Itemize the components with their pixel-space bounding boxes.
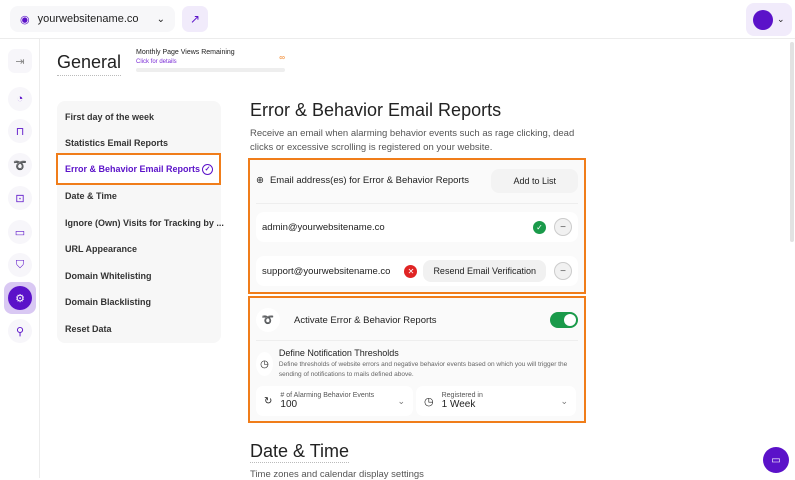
menu-item[interactable]: Domain Blacklisting: [65, 297, 152, 307]
check-circle-icon: ✓: [202, 163, 213, 175]
unverified-icon: ✕: [404, 264, 418, 278]
chevron-down-icon: ⌄: [156, 13, 165, 25]
website-selector[interactable]: ◉ yourwebsitename.co ⌄: [10, 6, 175, 32]
sidebar-item-scan[interactable]: ⊡: [8, 186, 32, 210]
page-title: General: [57, 52, 122, 76]
open-website-button[interactable]: ↗: [182, 6, 208, 32]
menu-item-label: Error & Behavior Email Reports: [65, 164, 201, 174]
sidebar-rail: ⇥ ◔ ⊓ ➰ ⊡ ▭ ⛉ ⚙ ⚲: [0, 39, 40, 478]
menu-item[interactable]: Ignore (Own) Visits for Tracking by ...: [65, 218, 224, 228]
chevron-down-icon: ⌄: [777, 14, 785, 24]
clock-icon: ◷: [424, 395, 434, 408]
avatar: [753, 9, 773, 30]
verified-icon: ✓: [533, 220, 546, 234]
menu-item[interactable]: Reset Data: [65, 324, 112, 334]
location-icon: ⚲: [15, 325, 25, 338]
email-label: Email address(es) for Error & Behavior R…: [269, 175, 470, 186]
chat-icon: ▭: [771, 454, 781, 466]
thresholds-title: Define Notification Thresholds: [278, 348, 399, 358]
remove-email-button[interactable]: −: [554, 262, 572, 280]
scrollbar[interactable]: [790, 42, 794, 242]
period-label: Registered in: [441, 392, 483, 399]
sidebar-item-feedback[interactable]: ▭: [8, 220, 32, 244]
page-views-value: ∞: [279, 53, 285, 62]
scan-icon: ⊡: [15, 192, 25, 205]
shield-icon: ⛉: [15, 258, 25, 271]
chevron-down-icon: ⌄: [560, 395, 568, 406]
menu-item[interactable]: Date & Time: [65, 191, 117, 201]
exit-icon: ⇥: [15, 55, 25, 68]
sidebar-item-behavior[interactable]: ➰: [8, 153, 32, 177]
email-list-panel: ⊕ Email address(es) for Error & Behavior…: [248, 158, 586, 294]
section-description: Time zones and calendar display settings: [250, 469, 424, 480]
chevron-down-icon: ⌄: [397, 395, 405, 406]
page-views-details-link[interactable]: Click for details: [136, 59, 177, 65]
sidebar-item-dashboard[interactable]: ◔: [8, 87, 32, 111]
menu-item[interactable]: Statistics Email Reports: [65, 138, 169, 148]
menu-item[interactable]: URL Appearance: [65, 244, 138, 254]
bag-icon: ⊓: [15, 125, 25, 138]
refresh-icon: ↻: [264, 395, 273, 407]
events-select[interactable]: ↻ # of Alarming Behavior Events 100 ⌄: [256, 386, 413, 416]
menu-item-active[interactable]: Error & Behavior Email Reports ✓: [56, 153, 221, 185]
clock-icon: ◷: [256, 352, 273, 376]
section-title: Date & Time: [250, 441, 350, 463]
thresholds-description: Define thresholds of website errors and …: [278, 361, 568, 378]
behavior-icon: ➰: [13, 159, 27, 172]
gear-icon: ⚙: [8, 286, 32, 310]
sidebar-item-exit[interactable]: ⇥: [8, 49, 32, 73]
menu-item[interactable]: First day of the week: [65, 112, 155, 122]
external-link-icon: ↗: [189, 12, 201, 26]
period-select[interactable]: ◷ Registered in 1 Week ⌄: [416, 386, 576, 416]
chat-icon: ▭: [14, 226, 26, 239]
add-to-list-button[interactable]: Add to List: [491, 168, 578, 193]
sidebar-item-security[interactable]: ⛉: [8, 253, 32, 277]
period-value: 1 Week: [441, 399, 476, 410]
activation-panel: ➰ Activate Error & Behavior Reports ◷ De…: [248, 296, 586, 423]
globe-icon: ⊕: [256, 175, 264, 186]
activate-toggle[interactable]: [550, 312, 578, 328]
chart-pie-icon: ◔: [16, 93, 24, 105]
events-label: # of Alarming Behavior Events: [280, 392, 375, 399]
email-address: admin@yourwebsitename.co: [262, 221, 385, 233]
page-views-bar: [136, 68, 285, 72]
email-address: support@yourwebsitename.co: [262, 265, 391, 277]
globe-icon: ◉: [20, 13, 30, 26]
sidebar-item-location[interactable]: ⚲: [8, 319, 32, 343]
page-views-widget: Monthly Page Views Remaining Click for d…: [136, 49, 285, 72]
resend-verification-button[interactable]: Resend Email Verification: [423, 260, 546, 282]
events-value: 100: [280, 399, 298, 410]
section-description: Receive an email when alarming behavior …: [250, 128, 575, 153]
menu-item[interactable]: Domain Whitelisting: [65, 271, 152, 281]
page-views-label: Monthly Page Views Remaining: [136, 49, 235, 56]
sidebar-item-settings[interactable]: ⚙: [4, 282, 36, 314]
behavior-icon: ➰: [256, 308, 280, 332]
website-name: yourwebsitename.co: [37, 13, 139, 25]
chat-button[interactable]: ▭: [763, 447, 789, 473]
sidebar-item-ecommerce[interactable]: ⊓: [8, 119, 32, 143]
settings-menu: First day of the week Statistics Email R…: [56, 101, 224, 343]
top-bar: ◉ yourwebsitename.co ⌄ ↗ ⌄: [0, 0, 795, 39]
remove-email-button[interactable]: −: [554, 218, 572, 236]
activate-label: Activate Error & Behavior Reports: [294, 314, 437, 326]
account-menu[interactable]: ⌄: [746, 3, 792, 36]
section-title: Error & Behavior Email Reports: [250, 100, 502, 120]
